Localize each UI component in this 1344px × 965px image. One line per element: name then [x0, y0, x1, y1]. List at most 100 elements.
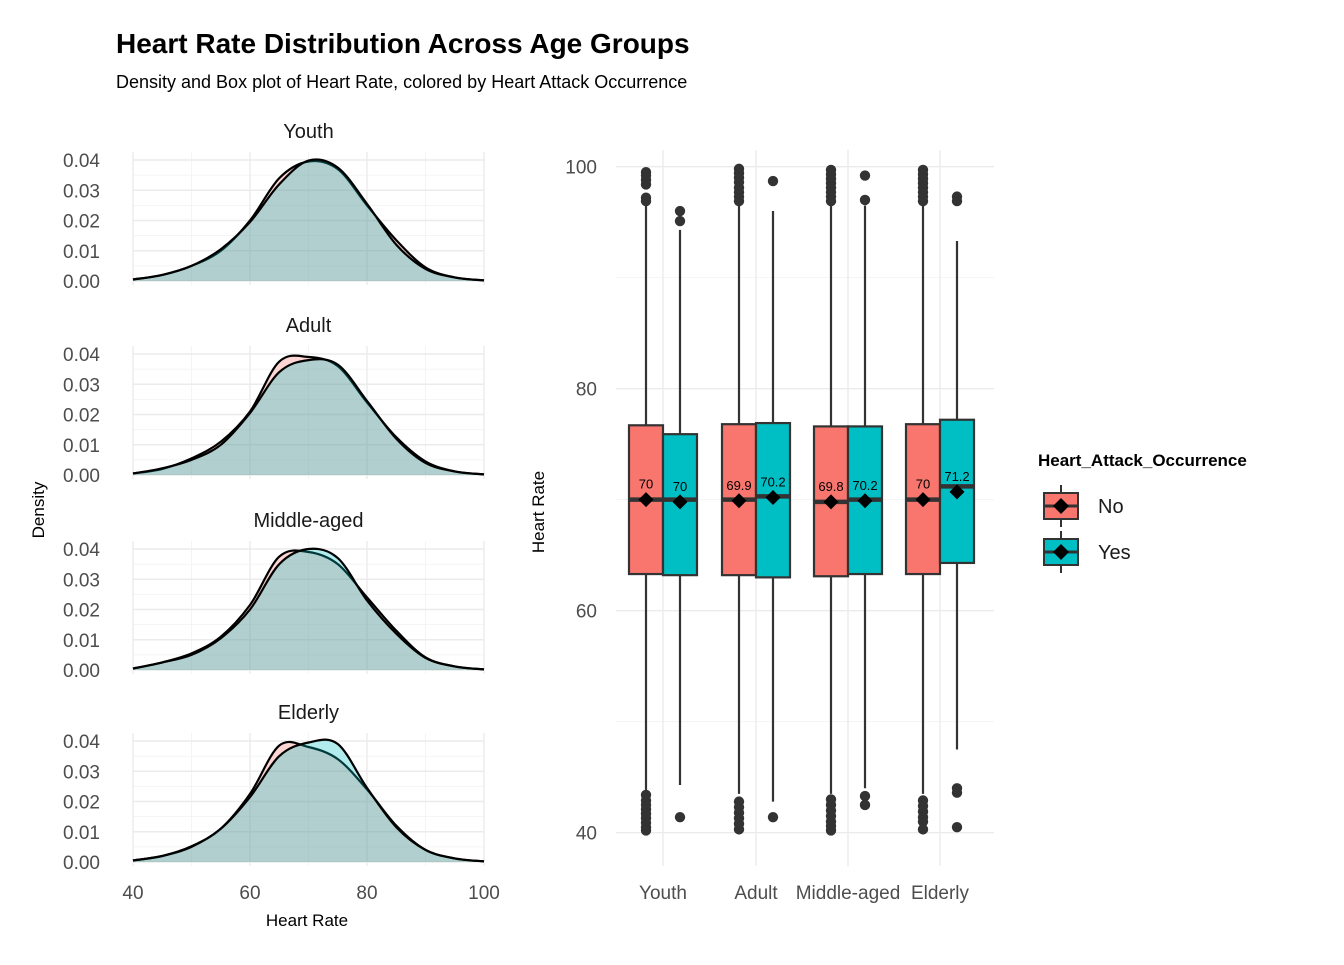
box-yes-middle-aged: 70.2: [846, 170, 884, 811]
density-y-axis-title: Density: [29, 481, 48, 538]
density-line-yes: [132, 358, 485, 476]
mean-label: 70: [639, 477, 653, 492]
outlier-point: [825, 825, 837, 836]
y-tick-label: 0.03: [63, 375, 100, 396]
density-x-axis-title: Heart Rate: [266, 911, 348, 930]
mean-marker: [765, 489, 781, 505]
box-no-elderly: 70: [904, 164, 942, 835]
facet-label: Youth: [283, 121, 333, 143]
facet-label: Middle-aged: [253, 510, 363, 532]
density-facet-elderly: Elderly 0.00 0.01 0.02 0.03 0.04: [63, 702, 485, 874]
legend-label: No: [1098, 496, 1124, 518]
y-tick-label: 0.04: [63, 345, 100, 366]
y-tick-label: 0.04: [63, 151, 100, 172]
chart-title: Heart Rate Distribution Across Age Group…: [116, 28, 690, 59]
density-area-no: [133, 550, 484, 670]
mean-label: 69.9: [726, 478, 751, 493]
outlier-point: [767, 175, 779, 187]
mean-marker: [638, 492, 654, 508]
y-tick-label: 0.03: [63, 762, 100, 783]
outlier-point: [859, 799, 871, 811]
mean-marker: [915, 492, 931, 508]
y-tick-label: 0.02: [63, 212, 100, 233]
mean-marker: [672, 494, 688, 510]
outlier-point: [859, 170, 871, 181]
mean-label: 70.2: [852, 478, 877, 493]
y-tick-label: 0.02: [63, 793, 100, 814]
y-tick-label: 0.00: [63, 272, 100, 293]
y-tick-label: 0.02: [63, 406, 100, 427]
outlier-point: [640, 195, 652, 207]
mean-label: 70: [916, 477, 930, 492]
legend-key-mean-marker: [1053, 544, 1069, 560]
outlier-point: [733, 824, 745, 835]
outlier-point: [859, 194, 871, 206]
facet-label: Elderly: [278, 702, 339, 724]
y-tick-label: 0.04: [63, 732, 100, 753]
y-tick-label: 0.03: [63, 181, 100, 202]
outlier-point: [767, 811, 779, 823]
outlier-point: [674, 215, 686, 227]
density-line-yes: [132, 158, 485, 282]
density-line-no: [132, 354, 485, 476]
mean-marker: [731, 493, 747, 509]
y-tick-label: 0.01: [63, 823, 100, 844]
x-tick-label: Middle-aged: [796, 883, 901, 904]
density-area-yes: [133, 548, 484, 670]
x-tick-label: 100: [468, 883, 500, 904]
y-tick-label: 0.03: [63, 570, 100, 591]
density-facet-middle-aged: Middle-aged 0.00 0.01 0.02 0.03 0.04: [63, 510, 485, 682]
y-tick-label: 0.00: [63, 466, 100, 487]
density-area-yes: [133, 159, 484, 281]
density-facet-youth: Youth 0.00 0.01 0.02 0.03 0.04: [63, 121, 485, 293]
legend-item-no: No: [1043, 485, 1124, 527]
density-line-yes: [132, 738, 485, 863]
outlier-point: [917, 824, 929, 835]
box-yes-youth: 70: [661, 205, 699, 823]
y-tick-label: 0.01: [63, 436, 100, 457]
outlier-point: [640, 825, 652, 836]
box-yes-elderly: 71.2: [938, 191, 976, 833]
density-panels: Youth 0.00 0.01 0.02 0.03 0.04 Adult 0.00 0.01 0.…: [63, 121, 500, 904]
y-tick-label: 0.04: [63, 540, 100, 561]
outlier-point: [917, 195, 929, 207]
x-tick-label: Youth: [639, 883, 687, 904]
box-no-adult: 69.9: [720, 163, 758, 835]
y-tick-label: 40: [576, 824, 597, 845]
y-tick-label: 0.01: [63, 631, 100, 652]
box-no-youth: 70: [627, 167, 665, 836]
legend-key-mean-marker: [1053, 498, 1069, 514]
facet-label: Adult: [286, 315, 332, 337]
chart-subtitle: Density and Box plot of Heart Rate, colo…: [116, 72, 687, 92]
y-tick-label: 0.00: [63, 661, 100, 682]
outlier-point: [859, 790, 871, 802]
y-tick-label: 0.02: [63, 601, 100, 622]
y-tick-label: 80: [576, 380, 597, 401]
density-area-yes: [133, 739, 484, 862]
legend-item-yes: Yes: [1043, 531, 1131, 573]
x-tick-label: 80: [356, 883, 377, 904]
x-tick-label: Adult: [734, 883, 778, 904]
mean-label: 70: [673, 479, 687, 494]
outlier-point: [733, 195, 745, 207]
y-tick-label: 60: [576, 602, 597, 623]
outlier-point: [825, 195, 837, 207]
outlier-point: [951, 787, 963, 798]
mean-label: 70.2: [760, 474, 785, 489]
mean-label: 69.8: [818, 479, 843, 494]
y-tick-label: 0.01: [63, 242, 100, 263]
mean-marker: [857, 493, 873, 509]
outlier-point: [917, 816, 929, 827]
density-line-yes: [132, 547, 485, 671]
y-tick-label: 100: [565, 158, 597, 179]
box-no-middle-aged: 69.8: [812, 164, 850, 836]
x-tick-label: 60: [239, 883, 260, 904]
mean-label: 71.2: [944, 469, 969, 484]
density-facet-adult: Adult 0.00 0.01 0.02 0.03 0.04: [63, 315, 485, 487]
box-y-axis-title: Heart Rate: [529, 471, 548, 553]
density-area-no: [133, 741, 484, 862]
outlier-point: [951, 195, 963, 207]
outlier-point: [640, 179, 652, 190]
